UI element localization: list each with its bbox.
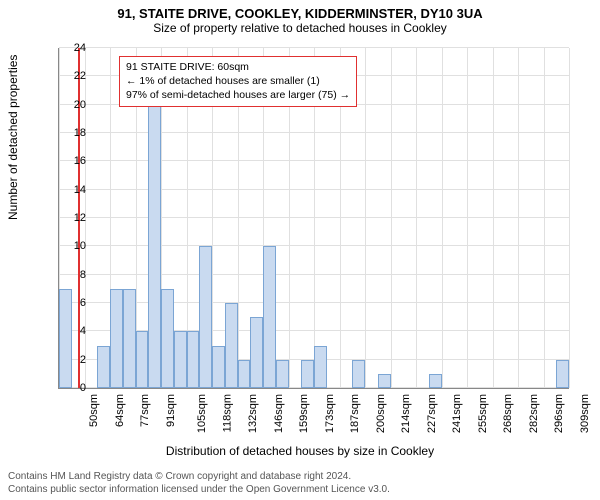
x-tick-label: 255sqm	[477, 394, 489, 433]
histogram-bar	[225, 303, 238, 388]
x-tick-label: 296sqm	[553, 394, 565, 433]
x-axis-label: Distribution of detached houses by size …	[0, 444, 600, 458]
histogram-bar	[352, 360, 365, 388]
x-tick-label: 214sqm	[400, 394, 412, 433]
x-tick-label: 132sqm	[247, 394, 259, 433]
y-tick-label: 22	[60, 70, 86, 82]
histogram-bar	[212, 346, 225, 389]
y-tick-label: 20	[60, 99, 86, 111]
histogram-bar	[110, 289, 123, 388]
y-tick-label: 12	[60, 212, 86, 224]
chart-title: 91, STAITE DRIVE, COOKLEY, KIDDERMINSTER…	[0, 0, 600, 21]
x-tick-label: 309sqm	[579, 394, 591, 433]
y-tick-label: 16	[60, 155, 86, 167]
footer-line-1: Contains HM Land Registry data © Crown c…	[8, 470, 390, 483]
histogram-bar	[199, 246, 212, 388]
footer-line-2: Contains public sector information licen…	[8, 483, 390, 496]
histogram-bar	[161, 289, 174, 388]
x-tick-label: 227sqm	[426, 394, 438, 433]
annotation-line-1: 91 STAITE DRIVE: 60sqm	[126, 60, 350, 74]
histogram-bar	[314, 346, 327, 389]
histogram-bar	[174, 331, 187, 388]
chart-footer: Contains HM Land Registry data © Crown c…	[8, 470, 390, 496]
x-tick-label: 187sqm	[349, 394, 361, 433]
x-tick-label: 200sqm	[375, 394, 387, 433]
y-tick-label: 24	[60, 42, 86, 54]
x-tick-label: 146sqm	[273, 394, 285, 433]
x-tick-label: 77sqm	[139, 394, 151, 427]
y-tick-label: 18	[60, 127, 86, 139]
histogram-bar	[97, 346, 110, 389]
x-tick-label: 64sqm	[114, 394, 126, 427]
x-tick-label: 50sqm	[88, 394, 100, 427]
y-tick-label: 8	[60, 269, 86, 281]
property-size-chart: 91, STAITE DRIVE, COOKLEY, KIDDERMINSTER…	[0, 0, 600, 500]
histogram-bar	[556, 360, 569, 388]
histogram-bar	[250, 317, 263, 388]
histogram-bar	[136, 331, 149, 388]
annotation-box: 91 STAITE DRIVE: 60sqm← 1% of detached h…	[119, 56, 357, 107]
x-tick-label: 118sqm	[221, 394, 233, 432]
histogram-bar	[263, 246, 276, 388]
histogram-bar	[238, 360, 251, 388]
x-tick-label: 91sqm	[165, 394, 177, 427]
histogram-bar	[378, 374, 391, 388]
y-tick-label: 6	[60, 297, 86, 309]
y-tick-label: 4	[60, 325, 86, 337]
annotation-line-3: 97% of semi-detached houses are larger (…	[126, 88, 350, 102]
histogram-bar	[301, 360, 314, 388]
plot-area: 91 STAITE DRIVE: 60sqm← 1% of detached h…	[58, 48, 569, 389]
y-tick-label: 10	[60, 240, 86, 252]
histogram-bar	[187, 331, 200, 388]
histogram-bar	[148, 105, 161, 388]
x-tick-label: 241sqm	[451, 394, 463, 433]
x-tick-label: 268sqm	[502, 394, 514, 433]
x-tick-label: 159sqm	[298, 394, 310, 433]
annotation-line-2: ← 1% of detached houses are smaller (1)	[126, 74, 350, 88]
y-axis-label: Number of detached properties	[6, 55, 20, 220]
y-tick-label: 2	[60, 354, 86, 366]
y-tick-label: 14	[60, 184, 86, 196]
histogram-bar	[276, 360, 289, 388]
y-tick-label: 0	[60, 382, 86, 394]
histogram-bar	[123, 289, 136, 388]
histogram-bar	[429, 374, 442, 388]
x-tick-label: 282sqm	[528, 394, 540, 433]
x-tick-label: 173sqm	[324, 394, 336, 433]
x-tick-label: 105sqm	[196, 394, 208, 433]
chart-subtitle: Size of property relative to detached ho…	[0, 21, 600, 39]
